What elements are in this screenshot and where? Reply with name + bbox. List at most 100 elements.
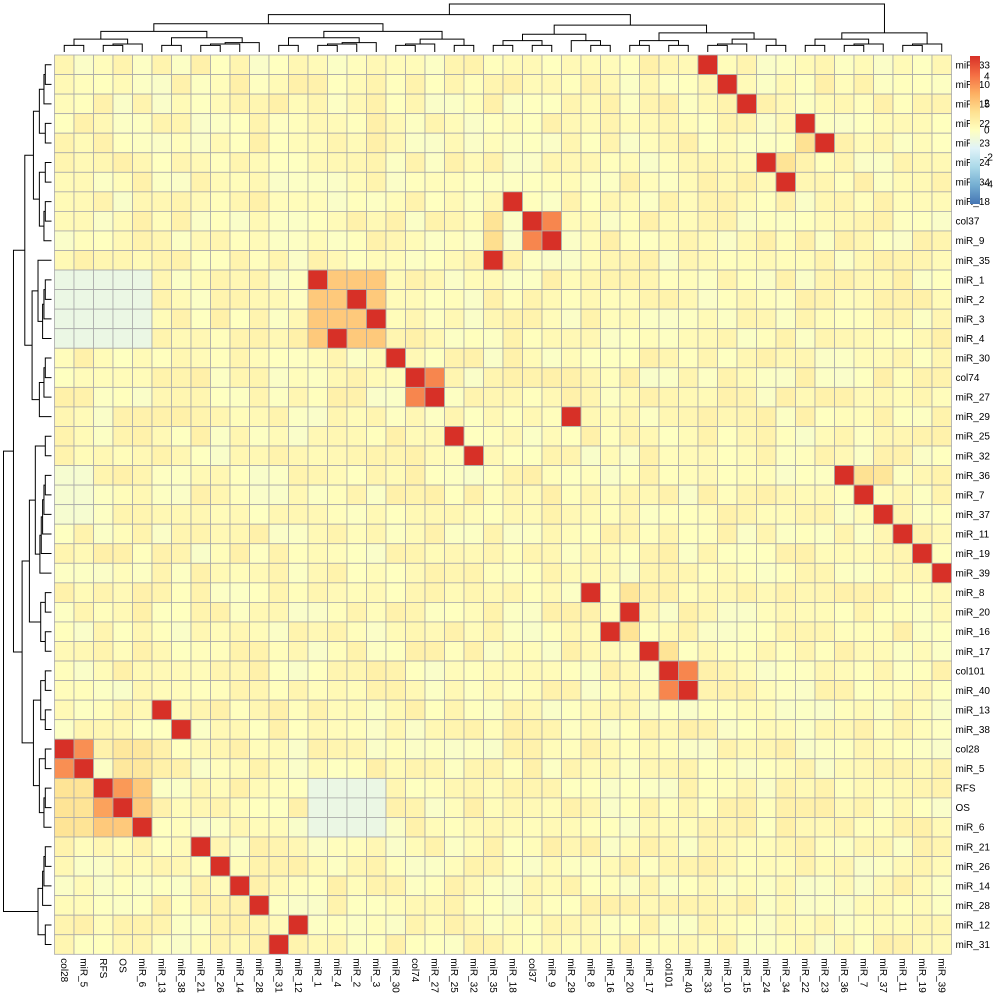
- column-label: miR_34: [779, 958, 790, 993]
- heatmap-cell-miR_7-miR_19: [912, 484, 933, 506]
- heatmap-cell-miR_13-miR_35: [483, 699, 504, 721]
- heatmap-cell-RFS-miR_32: [463, 777, 484, 799]
- dendrogram-branch: [31, 290, 40, 401]
- heatmap-cell-miR_37-miR_23: [814, 504, 835, 525]
- heatmap-cell-miR_22-miR_21: [190, 113, 211, 134]
- heatmap-cell-miR_2-miR_15: [736, 289, 757, 310]
- heatmap-cell-miR_2-col101: [658, 289, 679, 310]
- column-label: miR_12: [292, 958, 303, 993]
- heatmap-cell-miR_1-miR_17: [639, 269, 660, 290]
- heatmap-cell-miR_6-col28: [54, 817, 75, 838]
- heatmap-cell-miR_20-miR_2: [346, 602, 367, 623]
- heatmap-cell-RFS-miR_27: [424, 777, 445, 799]
- heatmap-cell-miR_24-miR_21: [190, 152, 211, 173]
- heatmap-cell-miR_25-miR_36: [834, 426, 855, 447]
- heatmap-cell-miR_35-miR_21: [190, 250, 211, 271]
- heatmap-cell-miR_16-miR_26: [210, 621, 231, 642]
- heatmap-cell-miR_28-miR_37: [873, 895, 894, 916]
- heatmap-cell-miR_40-miR_39: [931, 680, 952, 701]
- heatmap-cell-OS-miR_7: [853, 797, 874, 818]
- heatmap-cell-col101-miR_17: [639, 660, 660, 681]
- heatmap-cell-miR_11-miR_8: [580, 523, 601, 545]
- heatmap-cell-miR_17-miR_17: [639, 641, 660, 662]
- heatmap-cell-miR_1-miR_29: [561, 269, 582, 290]
- heatmap-cell-miR_19-miR_6: [132, 543, 153, 564]
- legend-tick-label: 0: [984, 126, 990, 137]
- heatmap-cell-miR_20-miR_25: [444, 602, 465, 623]
- heatmap-cell-miR_25-miR_25: [444, 426, 465, 447]
- heatmap-cell-miR_29-miR_37: [873, 406, 894, 427]
- heatmap-cell-miR_14-miR_6: [132, 875, 153, 897]
- heatmap-cell-miR_21-miR_20: [619, 836, 640, 857]
- heatmap-cell-miR_1-miR_4: [327, 269, 348, 290]
- heatmap-cell-OS-miR_15: [736, 797, 757, 818]
- heatmap-cell-col101-miR_15: [736, 660, 757, 681]
- heatmap-cell-miR_12-miR_18: [502, 914, 523, 936]
- heatmap-cell-miR_11-miR_5: [73, 523, 94, 545]
- heatmap-cell-miR_22-miR_32: [463, 113, 484, 134]
- heatmap-cell-miR_37-miR_5: [73, 504, 94, 525]
- heatmap-cell-miR_16-col101: [658, 621, 679, 642]
- heatmap-cell-miR_39-miR_16: [600, 562, 621, 584]
- heatmap-cell-miR_21-miR_5: [73, 836, 94, 857]
- row-label: miR_29: [956, 412, 991, 423]
- dendrogram-branch: [200, 44, 221, 52]
- heatmap-cell-miR_3-miR_20: [619, 308, 640, 330]
- heatmap-cell-miR_34-miR_39: [931, 171, 952, 193]
- heatmap-cell-col28-miR_22: [795, 738, 816, 760]
- heatmap-cell-miR_40-miR_35: [483, 680, 504, 701]
- heatmap-cell-miR_24-col101: [658, 152, 679, 173]
- heatmap-cell-miR_35-miR_7: [853, 250, 874, 271]
- heatmap-cell-miR_26-miR_16: [600, 856, 621, 877]
- heatmap-cell-miR_24-miR_40: [678, 152, 699, 173]
- heatmap-cell-miR_12-miR_22: [795, 914, 816, 936]
- heatmap-cell-miR_7-miR_8: [580, 484, 601, 506]
- heatmap-cell-miR_18-col28: [54, 191, 75, 212]
- heatmap-cell-miR_37-miR_40: [678, 504, 699, 525]
- heatmap-cell-miR_26-miR_34: [775, 856, 796, 877]
- heatmap-cell-miR_22-miR_10: [717, 113, 738, 134]
- heatmap-cell-miR_26-miR_5: [73, 856, 94, 877]
- heatmap-cell-miR_19-RFS: [93, 543, 114, 564]
- heatmap-cell-miR_23-miR_11: [892, 132, 913, 154]
- heatmap-cell-miR_14-miR_22: [795, 875, 816, 897]
- heatmap-cell-miR_9-miR_30: [385, 230, 406, 251]
- heatmap-cell-miR_8-miR_21: [190, 582, 211, 603]
- heatmap-cell-col37-col101: [658, 210, 679, 232]
- heatmap-cell-miR_17-miR_40: [678, 641, 699, 662]
- heatmap-cell-miR_35-miR_15: [736, 250, 757, 271]
- heatmap-cell-miR_5-miR_24: [756, 758, 777, 779]
- heatmap-cell-miR_28-miR_10: [717, 895, 738, 916]
- heatmap-cell-miR_24-miR_24: [756, 152, 777, 173]
- heatmap-cell-miR_18-col37: [522, 191, 543, 212]
- heatmap-cell-miR_7-miR_15: [736, 484, 757, 506]
- heatmap-cell-miR_29-miR_29: [561, 406, 582, 427]
- heatmap-cell-col74-miR_19: [912, 367, 933, 388]
- heatmap-cell-miR_2-miR_9: [541, 289, 562, 310]
- heatmap-cell-miR_24-miR_37: [873, 152, 894, 173]
- heatmap-cell-miR_31-miR_15: [736, 934, 757, 955]
- heatmap-cell-miR_20-miR_29: [561, 602, 582, 623]
- heatmap-cell-miR_28-miR_33: [697, 895, 718, 916]
- heatmap-cell-miR_26-miR_7: [853, 856, 874, 877]
- heatmap-cell-col74-col74: [405, 367, 426, 388]
- column-label: miR_36: [838, 958, 849, 993]
- heatmap-cell-miR_1-RFS: [93, 269, 114, 290]
- heatmap-cell-miR_15-miR_34: [775, 93, 796, 115]
- heatmap-cell-miR_18-miR_1: [307, 191, 328, 212]
- row-label: col37: [956, 217, 980, 228]
- heatmap-cell-miR_38-miR_12: [288, 719, 309, 740]
- heatmap-cell-miR_27-miR_10: [717, 386, 738, 408]
- heatmap-cell-miR_24-miR_14: [229, 152, 250, 173]
- heatmap-cell-miR_4-miR_15: [736, 328, 757, 349]
- heatmap-cell-miR_7-miR_29: [561, 484, 582, 506]
- dendrogram-branch: [841, 32, 928, 44]
- heatmap-cell-miR_30-miR_23: [814, 347, 835, 369]
- heatmap-cell-miR_18-RFS: [93, 191, 114, 212]
- heatmap-cell-miR_1-miR_38: [171, 269, 192, 290]
- heatmap-cell-miR_35-col74: [405, 250, 426, 271]
- heatmap-cell-miR_28-miR_32: [463, 895, 484, 916]
- heatmap-cell-miR_13-miR_2: [346, 699, 367, 721]
- heatmap-cell-miR_12-miR_16: [600, 914, 621, 936]
- heatmap-cell-miR_4-miR_38: [171, 328, 192, 349]
